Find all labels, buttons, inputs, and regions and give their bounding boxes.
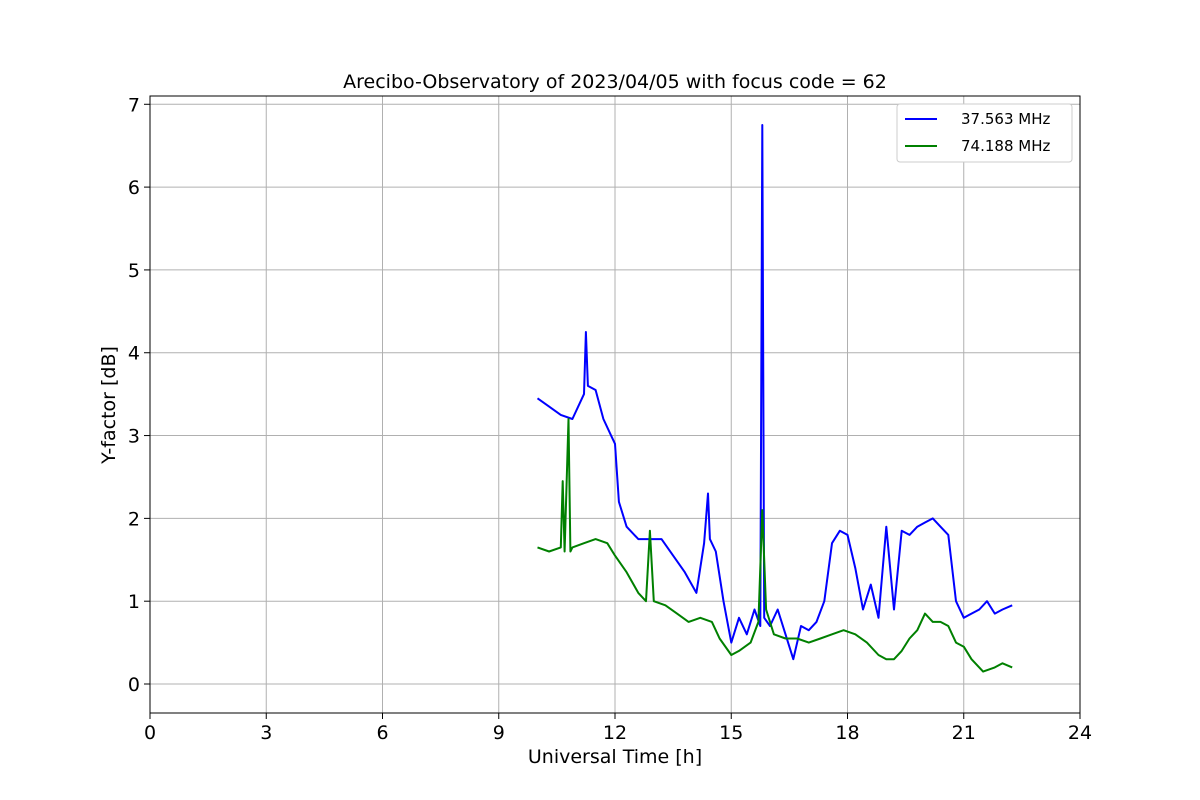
y-tick-label: 4	[128, 343, 140, 365]
y-tick-label: 1	[128, 591, 140, 613]
x-tick-label: 9	[493, 722, 505, 744]
series-line-1	[536, 124, 1013, 661]
y-tick-label: 5	[128, 260, 140, 282]
x-tick-label: 18	[835, 722, 859, 744]
y-tick-label: 2	[128, 508, 140, 530]
y-axis: 0 1 2 3 4 5 6 7	[128, 94, 150, 696]
x-tick-label: 24	[1068, 722, 1092, 744]
x-tick-label: 21	[952, 722, 976, 744]
x-tick-label: 6	[376, 722, 388, 744]
y-tick-label: 3	[128, 426, 140, 448]
x-tick-label: 12	[603, 722, 627, 744]
legend-box	[896, 103, 1073, 163]
grid-layer	[149, 96, 1081, 713]
chart-title: Arecibo-Observatory of 2023/04/05 with f…	[343, 71, 887, 93]
series-layer	[536, 124, 1013, 673]
x-axis: 0 3 6 9 12 15 18 21 24	[144, 713, 1092, 744]
legend: 37.563 MHz 74.188 MHz	[896, 103, 1073, 163]
x-axis-label: Universal Time [h]	[528, 746, 702, 768]
x-tick-label: 0	[144, 722, 156, 744]
legend-label-series-1: 37.563 MHz	[961, 110, 1050, 128]
y-tick-label: 0	[128, 674, 140, 696]
legend-label-series-2: 74.188 MHz	[961, 137, 1050, 155]
y-tick-label: 6	[128, 177, 140, 199]
y-axis-label: Y-factor [dB]	[98, 346, 120, 465]
x-tick-label: 15	[719, 722, 743, 744]
series-line-2	[537, 418, 1013, 673]
y-tick-label: 7	[128, 94, 140, 116]
x-tick-label: 3	[260, 722, 272, 744]
